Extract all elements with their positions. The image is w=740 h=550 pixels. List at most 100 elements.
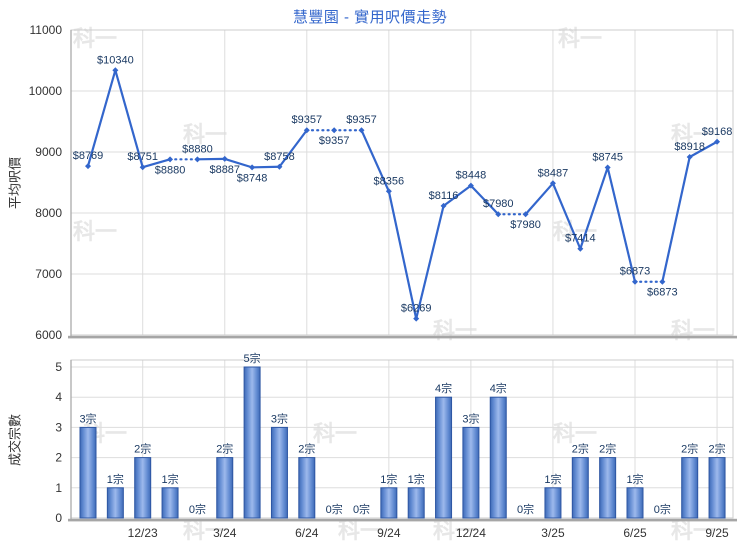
y-tick-label: 7000 (35, 267, 62, 281)
transaction-bar (380, 487, 398, 519)
price-point-label: $8880 (182, 143, 213, 155)
price-point-marker (167, 156, 174, 163)
price-point-marker (112, 67, 119, 74)
price-point-label: $8918 (674, 141, 705, 153)
price-point-marker (440, 202, 447, 209)
transaction-bar (489, 396, 507, 519)
bar-count-label: 3宗 (462, 411, 479, 425)
bar-count-label: 2宗 (134, 442, 151, 456)
bar-count-label: 3宗 (271, 411, 288, 425)
price-point-label: $9357 (319, 135, 350, 147)
price-point-marker (85, 163, 91, 170)
transaction-bar (462, 426, 480, 519)
price-line-segment (551, 182, 582, 250)
y-tick-label: 6000 (35, 328, 62, 342)
price-point-marker (549, 180, 556, 187)
price-point-marker (194, 156, 201, 163)
price-line-segment (252, 165, 280, 169)
price-point-label: $10340 (97, 54, 134, 66)
price-point-label: $9357 (292, 114, 323, 126)
bar-count-label: 2宗 (708, 442, 725, 456)
price-line-segment (387, 191, 418, 319)
price-point-label: $8769 (73, 150, 104, 162)
x-tick-label: 3/24 (213, 526, 237, 540)
x-tick-label: 9/25 (705, 526, 729, 540)
watermark-text: 科一 (433, 518, 477, 543)
bar-count-label: 0宗 (326, 502, 343, 516)
transaction-bar (161, 487, 179, 519)
price-point-marker (358, 127, 365, 134)
transaction-bar (270, 426, 288, 519)
x-tick-label: 6/25 (623, 526, 647, 540)
y-tick-label: 2 (55, 451, 62, 465)
watermark-text: 科一 (73, 219, 117, 244)
price-point-label: $8748 (237, 172, 268, 184)
bar-count-label: 0宗 (189, 502, 206, 516)
price-line-segment (689, 140, 718, 158)
y-tick-label: 3 (55, 420, 62, 434)
price-point-marker (303, 127, 310, 134)
bar-count-label: 1宗 (107, 472, 124, 486)
x-tick-label: 3/25 (541, 526, 565, 540)
price-point-marker (139, 164, 146, 171)
price-point-marker (249, 164, 256, 171)
transaction-bar (435, 396, 453, 519)
price-point-marker (686, 154, 693, 161)
y-tick-label: 1 (55, 481, 62, 495)
price-point-label: $9168 (702, 126, 733, 138)
bar-count-label: 2宗 (298, 442, 315, 456)
bar-count-label: 2宗 (216, 442, 233, 456)
watermark-text: 科一 (671, 518, 715, 543)
bar-count-label: 4宗 (490, 381, 507, 395)
bar-count-label: 1宗 (161, 472, 178, 486)
price-point-label: $7414 (565, 233, 596, 245)
bar-count-label: 1宗 (544, 472, 561, 486)
y-tick-label: 8000 (35, 206, 62, 220)
count-axis-title: 成交宗數 (7, 413, 23, 467)
watermark-text: 科一 (671, 122, 715, 147)
transaction-bar (544, 487, 562, 519)
bar-count-label: 1宗 (408, 472, 425, 486)
bar-count-label: 1宗 (380, 472, 397, 486)
price-point-label: $8487 (538, 167, 569, 179)
y-tick-label: 9000 (35, 145, 62, 159)
price-line-segment (442, 184, 472, 207)
bar-count-label: 5宗 (244, 351, 261, 365)
price-point-marker (632, 278, 638, 285)
price-point-label: $7980 (510, 219, 541, 231)
x-tick-label: 12/24 (456, 526, 486, 540)
price-point-label: $8356 (374, 175, 405, 187)
transaction-bar (243, 366, 261, 519)
transaction-bar (407, 487, 425, 519)
price-line-segment (606, 167, 637, 283)
price-point-marker (522, 211, 529, 218)
price-point-label: $8880 (155, 164, 186, 176)
y-tick-label: 11000 (30, 23, 63, 37)
price-point-marker (604, 164, 611, 171)
price-point-marker (331, 127, 338, 134)
price-line-segment (224, 157, 253, 169)
bar-count-label: 2宗 (572, 442, 589, 456)
watermark-text: 科一 (338, 518, 382, 543)
y-tick-label: 10000 (29, 84, 63, 98)
y-tick-label: 5 (55, 360, 62, 374)
bar-count-label: 4宗 (435, 381, 452, 395)
y-tick-label: 0 (55, 511, 62, 525)
price-point-label: $8751 (127, 151, 158, 163)
transaction-bar (298, 457, 316, 519)
transaction-bar (681, 457, 699, 519)
x-axis-baseline (68, 518, 737, 522)
price-line-segment (114, 69, 144, 168)
price-point-label: $8116 (429, 190, 459, 202)
price-point-marker (714, 138, 721, 145)
price-point-marker (577, 245, 584, 252)
transaction-bar (79, 426, 97, 519)
transaction-bar (216, 457, 234, 519)
price-point-label: $6873 (620, 266, 651, 278)
price-point-marker (385, 188, 392, 195)
price-line-segment (142, 158, 171, 169)
transaction-bar (134, 457, 152, 519)
price-point-label: $8758 (264, 151, 295, 163)
